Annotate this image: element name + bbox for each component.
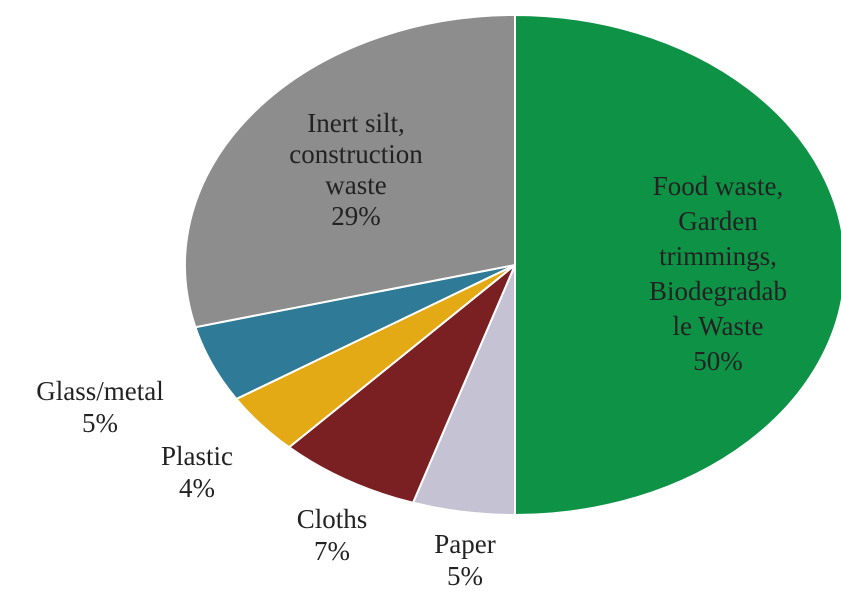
slice-percent-label: 5%	[447, 561, 483, 589]
slice-label-line: Inert silt,	[307, 108, 404, 138]
slice-percent-label: 50%	[693, 346, 743, 376]
pie-slices	[184, 13, 841, 517]
pie-slice-inert-silt	[184, 13, 516, 329]
slice-label-paper: Paper 5%	[434, 529, 495, 589]
slice-label-glass-metal: Glass/metal 5%	[36, 376, 163, 438]
slice-label-line: le Waste	[672, 311, 763, 341]
slice-percent-label: 5%	[82, 408, 118, 438]
slice-label-inert-silt: Inert silt, construction waste 29%	[289, 108, 423, 231]
slice-label-line: trimmings,	[659, 241, 777, 271]
slice-label-line: Plastic	[161, 441, 233, 471]
slice-percent-label: 29%	[331, 201, 381, 231]
pie-labels: Food waste, Garden trimmings, Biodegradab le…	[36, 108, 787, 591]
slice-label-plastic: Plastic 4%	[161, 441, 233, 503]
pie-slice-cloths	[287, 264, 516, 504]
slice-label-line: Glass/metal	[36, 376, 163, 406]
slice-percent-label: 4%	[179, 473, 215, 503]
slice-label-line: construction	[289, 139, 423, 169]
slice-label-line: waste	[325, 170, 386, 200]
slice-label-line: Biodegradab	[649, 276, 787, 306]
slice-label-line: Paper	[434, 529, 495, 559]
slice-label-line: Garden	[678, 206, 758, 236]
slice-label-food-waste: Food waste, Garden trimmings, Biodegradab le…	[649, 171, 787, 376]
slice-label-cloths: Cloths 7%	[297, 504, 368, 566]
slice-label-line: Cloths	[297, 504, 368, 534]
slice-percent-label: 7%	[314, 536, 350, 566]
slice-label-line: Food waste,	[653, 171, 784, 201]
pie-slice-food-waste	[514, 13, 841, 517]
